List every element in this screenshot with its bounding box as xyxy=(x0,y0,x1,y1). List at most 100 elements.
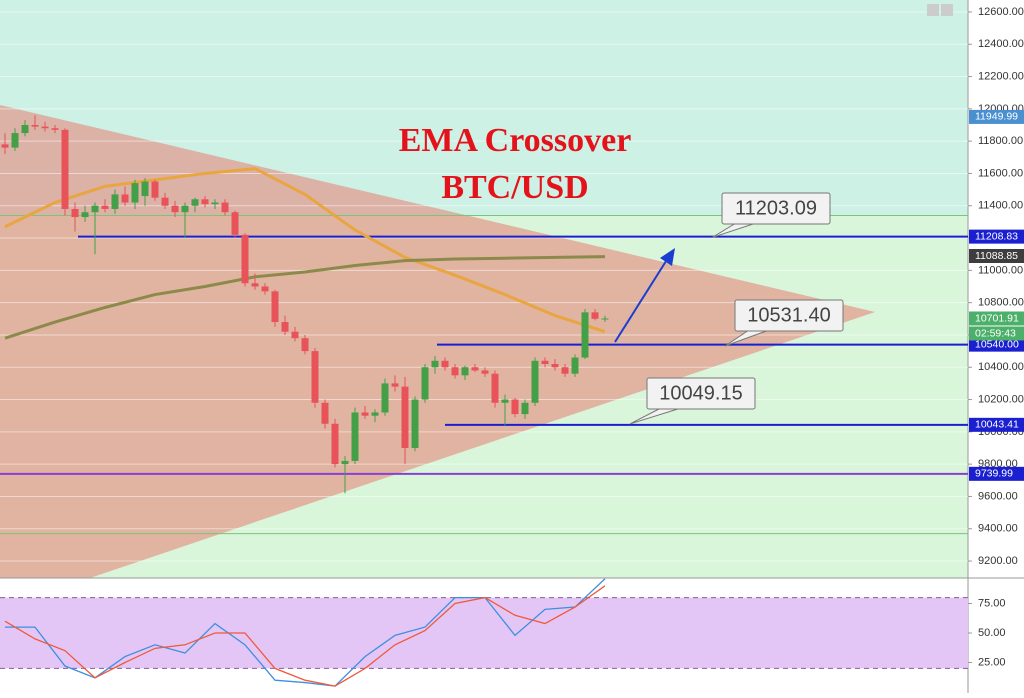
candle-body xyxy=(41,126,49,129)
chart-subtitle: BTC/USD xyxy=(441,169,588,206)
y-tick-label: 75.00 xyxy=(978,597,1006,609)
ema-line xyxy=(4,167,606,334)
price-tag-label: 10540.00 xyxy=(975,338,1019,350)
y-tick-label: 9600.00 xyxy=(978,490,1018,502)
callout-label: 11203.09 xyxy=(735,197,817,219)
candle-body xyxy=(601,318,609,320)
candle-body xyxy=(261,286,269,292)
candle-body xyxy=(291,331,299,339)
candle-body xyxy=(551,364,559,368)
callout-label: 10049.15 xyxy=(659,382,742,404)
candle-body xyxy=(431,360,439,368)
price-tag-label: 11208.83 xyxy=(975,230,1018,242)
candle-body xyxy=(131,183,139,203)
candle-body xyxy=(21,124,29,134)
price-tag-label: 11949.99 xyxy=(975,111,1018,123)
candle-body xyxy=(481,370,489,374)
candle-body xyxy=(161,197,169,206)
candle-body xyxy=(581,312,589,358)
callout-box xyxy=(721,192,831,225)
y-tick-label: 10200.00 xyxy=(978,393,1024,405)
stochastic-band xyxy=(0,597,968,669)
candle-body xyxy=(51,128,59,130)
candle-body xyxy=(401,386,409,448)
callout-pointer xyxy=(711,222,757,239)
candle-body xyxy=(571,357,579,374)
candle-body xyxy=(1,144,9,148)
candle-body xyxy=(381,383,389,413)
candle-body xyxy=(211,202,219,205)
price-tag xyxy=(969,417,1024,432)
candle-body xyxy=(191,199,199,206)
price-tag xyxy=(969,466,1024,481)
candle-body xyxy=(141,181,149,197)
candle-body xyxy=(151,181,159,198)
y-tick-label: 11000.00 xyxy=(978,264,1023,276)
countdown-tag xyxy=(969,326,1024,341)
price-tag xyxy=(969,248,1024,263)
candle-body xyxy=(371,412,379,416)
candle-body xyxy=(421,367,429,400)
candle-body xyxy=(311,351,319,403)
price-tag xyxy=(969,229,1024,244)
price-tag-label: 10043.41 xyxy=(975,419,1019,431)
countdown-label: 02:59:43 xyxy=(975,327,1016,339)
callout-pointer xyxy=(724,329,770,347)
candle-body xyxy=(101,205,109,209)
candle-body xyxy=(241,234,249,284)
y-tick-label: 12400.00 xyxy=(978,38,1024,50)
candle-body xyxy=(511,399,519,415)
callout-box xyxy=(734,299,844,332)
candle-body xyxy=(411,399,419,448)
scroll-button[interactable] xyxy=(941,4,953,16)
candle-body xyxy=(281,322,289,332)
price-tag xyxy=(969,337,1024,352)
candle-body xyxy=(171,205,179,213)
candle-body xyxy=(541,360,549,365)
candle-body xyxy=(181,205,189,213)
candle-body xyxy=(561,367,569,374)
candle-body xyxy=(111,194,119,209)
candle-body xyxy=(201,199,209,205)
stochastic-line xyxy=(4,585,606,687)
y-tick-label: 9400.00 xyxy=(978,523,1018,535)
candle-body xyxy=(231,212,239,235)
candle-body xyxy=(271,291,279,323)
price-tag-label: 11088.85 xyxy=(975,250,1018,262)
callout-pointer xyxy=(629,407,682,425)
candle-body xyxy=(501,399,509,403)
candle-body xyxy=(71,208,79,218)
y-tick-label: 11400.00 xyxy=(978,200,1023,212)
y-tick-label: 10400.00 xyxy=(978,361,1024,373)
candle-body xyxy=(91,205,99,213)
stochastic-line xyxy=(5,578,606,687)
candle-body xyxy=(491,373,499,403)
y-tick-label: 9200.00 xyxy=(978,555,1018,567)
candle-body xyxy=(81,212,89,218)
candle-body xyxy=(521,402,529,415)
candle-body xyxy=(301,338,309,352)
price-tag xyxy=(969,311,1024,326)
candle-body xyxy=(591,312,599,319)
ema-line xyxy=(4,255,606,340)
price-tag-label: 9739.99 xyxy=(975,468,1013,480)
plot-layer: 9200.009400.009600.009800.0010000.001020… xyxy=(0,6,1024,687)
candle-body xyxy=(441,360,449,368)
candle-body xyxy=(351,412,359,461)
y-tick-label: 25.00 xyxy=(978,656,1006,668)
arrow-head xyxy=(660,248,675,266)
candle-body xyxy=(531,360,539,403)
y-tick-label: 11600.00 xyxy=(978,167,1023,179)
candle-body xyxy=(451,367,459,376)
price-tag xyxy=(969,109,1024,124)
candle-body xyxy=(321,402,329,424)
candle-body xyxy=(221,202,229,213)
scroll-button[interactable] xyxy=(927,4,939,16)
chart-title: EMA Crossover xyxy=(399,122,632,159)
candle-body xyxy=(121,194,129,203)
triangle-pattern xyxy=(0,105,875,578)
candle-body xyxy=(391,383,399,387)
y-tick-label: 50.00 xyxy=(978,627,1006,639)
y-tick-label: 12200.00 xyxy=(978,70,1024,82)
